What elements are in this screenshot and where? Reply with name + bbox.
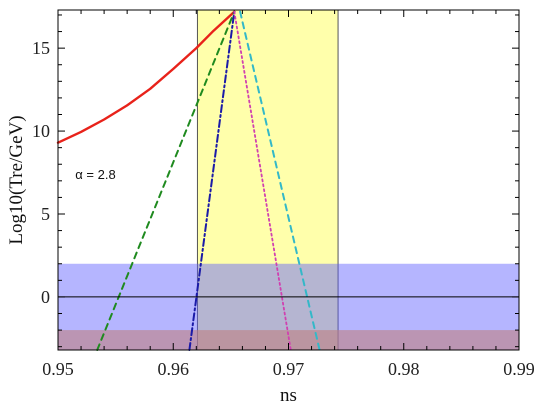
series-line-0	[56, 10, 236, 144]
series-line-4	[239, 10, 321, 351]
series-lines	[56, 10, 321, 351]
x-tick-label-3: 0.98	[388, 359, 420, 379]
y-axis-title: Log10(Tre/GeV)	[6, 115, 27, 244]
y-tick-label-3: 15	[32, 38, 50, 58]
series-line-2	[188, 10, 236, 351]
y-tick-label-1: 5	[41, 204, 50, 224]
series-line-1	[96, 10, 236, 351]
x-tick-label-1: 0.96	[158, 359, 190, 379]
x-tick-label-2: 0.97	[273, 359, 305, 379]
x-tick-label-4: 0.99	[503, 359, 535, 379]
x-axis-title: ns	[280, 385, 297, 406]
y-tick-label-0: 0	[41, 287, 50, 307]
y-tick-label-2: 10	[32, 121, 50, 141]
x-tick-label-0: 0.95	[42, 359, 74, 379]
axis-ticks	[57, 10, 520, 350]
alpha-annotation: α = 2.8	[75, 167, 115, 182]
vertical-band-0	[197, 10, 339, 350]
shaded-regions	[58, 10, 519, 350]
series-line-3	[233, 10, 292, 351]
tick-labels: 0.95 0.96 0.97 0.98 0.99 0 5 10 15	[32, 38, 535, 379]
